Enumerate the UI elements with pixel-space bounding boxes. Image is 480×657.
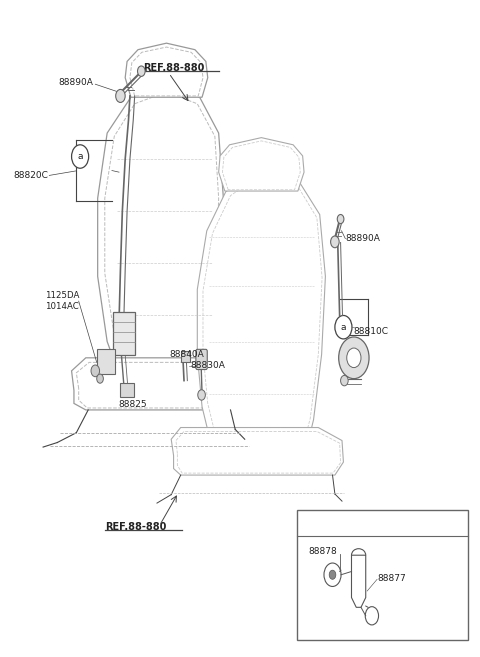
Circle shape	[347, 348, 361, 367]
Circle shape	[96, 374, 103, 383]
Text: REF.88-880: REF.88-880	[143, 63, 204, 73]
Polygon shape	[171, 428, 343, 475]
FancyBboxPatch shape	[120, 382, 134, 397]
Text: a: a	[341, 323, 346, 332]
Text: 88840A: 88840A	[170, 350, 204, 359]
Text: REF.88-880: REF.88-880	[105, 522, 166, 532]
Text: 88877: 88877	[378, 574, 407, 583]
Text: 88830A: 88830A	[190, 361, 225, 370]
Circle shape	[331, 236, 339, 248]
Text: a: a	[308, 518, 313, 527]
FancyBboxPatch shape	[96, 350, 115, 374]
Polygon shape	[197, 169, 325, 459]
Text: 88825: 88825	[118, 399, 147, 409]
Circle shape	[198, 390, 205, 400]
FancyBboxPatch shape	[297, 510, 468, 640]
Circle shape	[72, 145, 89, 168]
Text: 88878: 88878	[309, 547, 337, 556]
FancyBboxPatch shape	[113, 312, 135, 355]
Circle shape	[339, 337, 369, 378]
Polygon shape	[125, 43, 208, 97]
Circle shape	[341, 375, 348, 386]
Text: 88810C: 88810C	[354, 327, 389, 336]
Circle shape	[335, 315, 352, 339]
Circle shape	[337, 214, 344, 223]
Circle shape	[91, 365, 99, 376]
Text: 88890A: 88890A	[346, 234, 381, 243]
Circle shape	[116, 89, 125, 102]
Polygon shape	[72, 358, 259, 410]
Polygon shape	[219, 137, 304, 191]
Text: 1014AC: 1014AC	[45, 302, 78, 311]
FancyBboxPatch shape	[196, 350, 207, 369]
Text: 88820C: 88820C	[14, 171, 48, 180]
Circle shape	[137, 66, 145, 76]
Circle shape	[302, 512, 318, 533]
Text: 88890A: 88890A	[59, 78, 94, 87]
Polygon shape	[97, 84, 223, 380]
Text: 1125DA: 1125DA	[45, 292, 79, 300]
Text: a: a	[77, 152, 83, 161]
Circle shape	[329, 570, 336, 579]
FancyBboxPatch shape	[180, 351, 190, 363]
